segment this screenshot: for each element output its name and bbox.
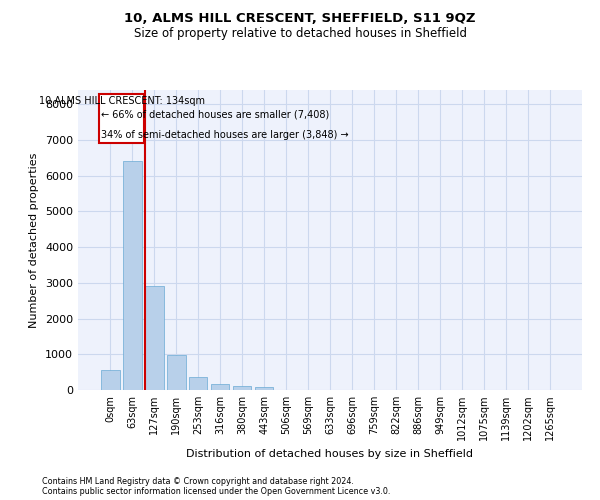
Text: Size of property relative to detached houses in Sheffield: Size of property relative to detached ho… — [133, 28, 467, 40]
Text: ← 66% of detached houses are smaller (7,408): ← 66% of detached houses are smaller (7,… — [101, 110, 329, 120]
X-axis label: Distribution of detached houses by size in Sheffield: Distribution of detached houses by size … — [187, 448, 473, 458]
Bar — [101, 370, 119, 390]
Text: 10, ALMS HILL CRESCENT, SHEFFIELD, S11 9QZ: 10, ALMS HILL CRESCENT, SHEFFIELD, S11 9… — [124, 12, 476, 26]
Bar — [123, 162, 142, 390]
Text: 10 ALMS HILL CRESCENT: 134sqm: 10 ALMS HILL CRESCENT: 134sqm — [39, 96, 205, 106]
Text: Contains public sector information licensed under the Open Government Licence v3: Contains public sector information licen… — [42, 487, 391, 496]
Y-axis label: Number of detached properties: Number of detached properties — [29, 152, 40, 328]
Bar — [145, 286, 164, 390]
Bar — [233, 386, 251, 390]
FancyBboxPatch shape — [99, 94, 145, 143]
Bar — [211, 384, 229, 390]
Bar — [189, 377, 208, 390]
Bar — [167, 355, 185, 390]
Text: 34% of semi-detached houses are larger (3,848) →: 34% of semi-detached houses are larger (… — [101, 130, 349, 140]
Bar — [255, 387, 274, 390]
Text: Contains HM Land Registry data © Crown copyright and database right 2024.: Contains HM Land Registry data © Crown c… — [42, 477, 354, 486]
